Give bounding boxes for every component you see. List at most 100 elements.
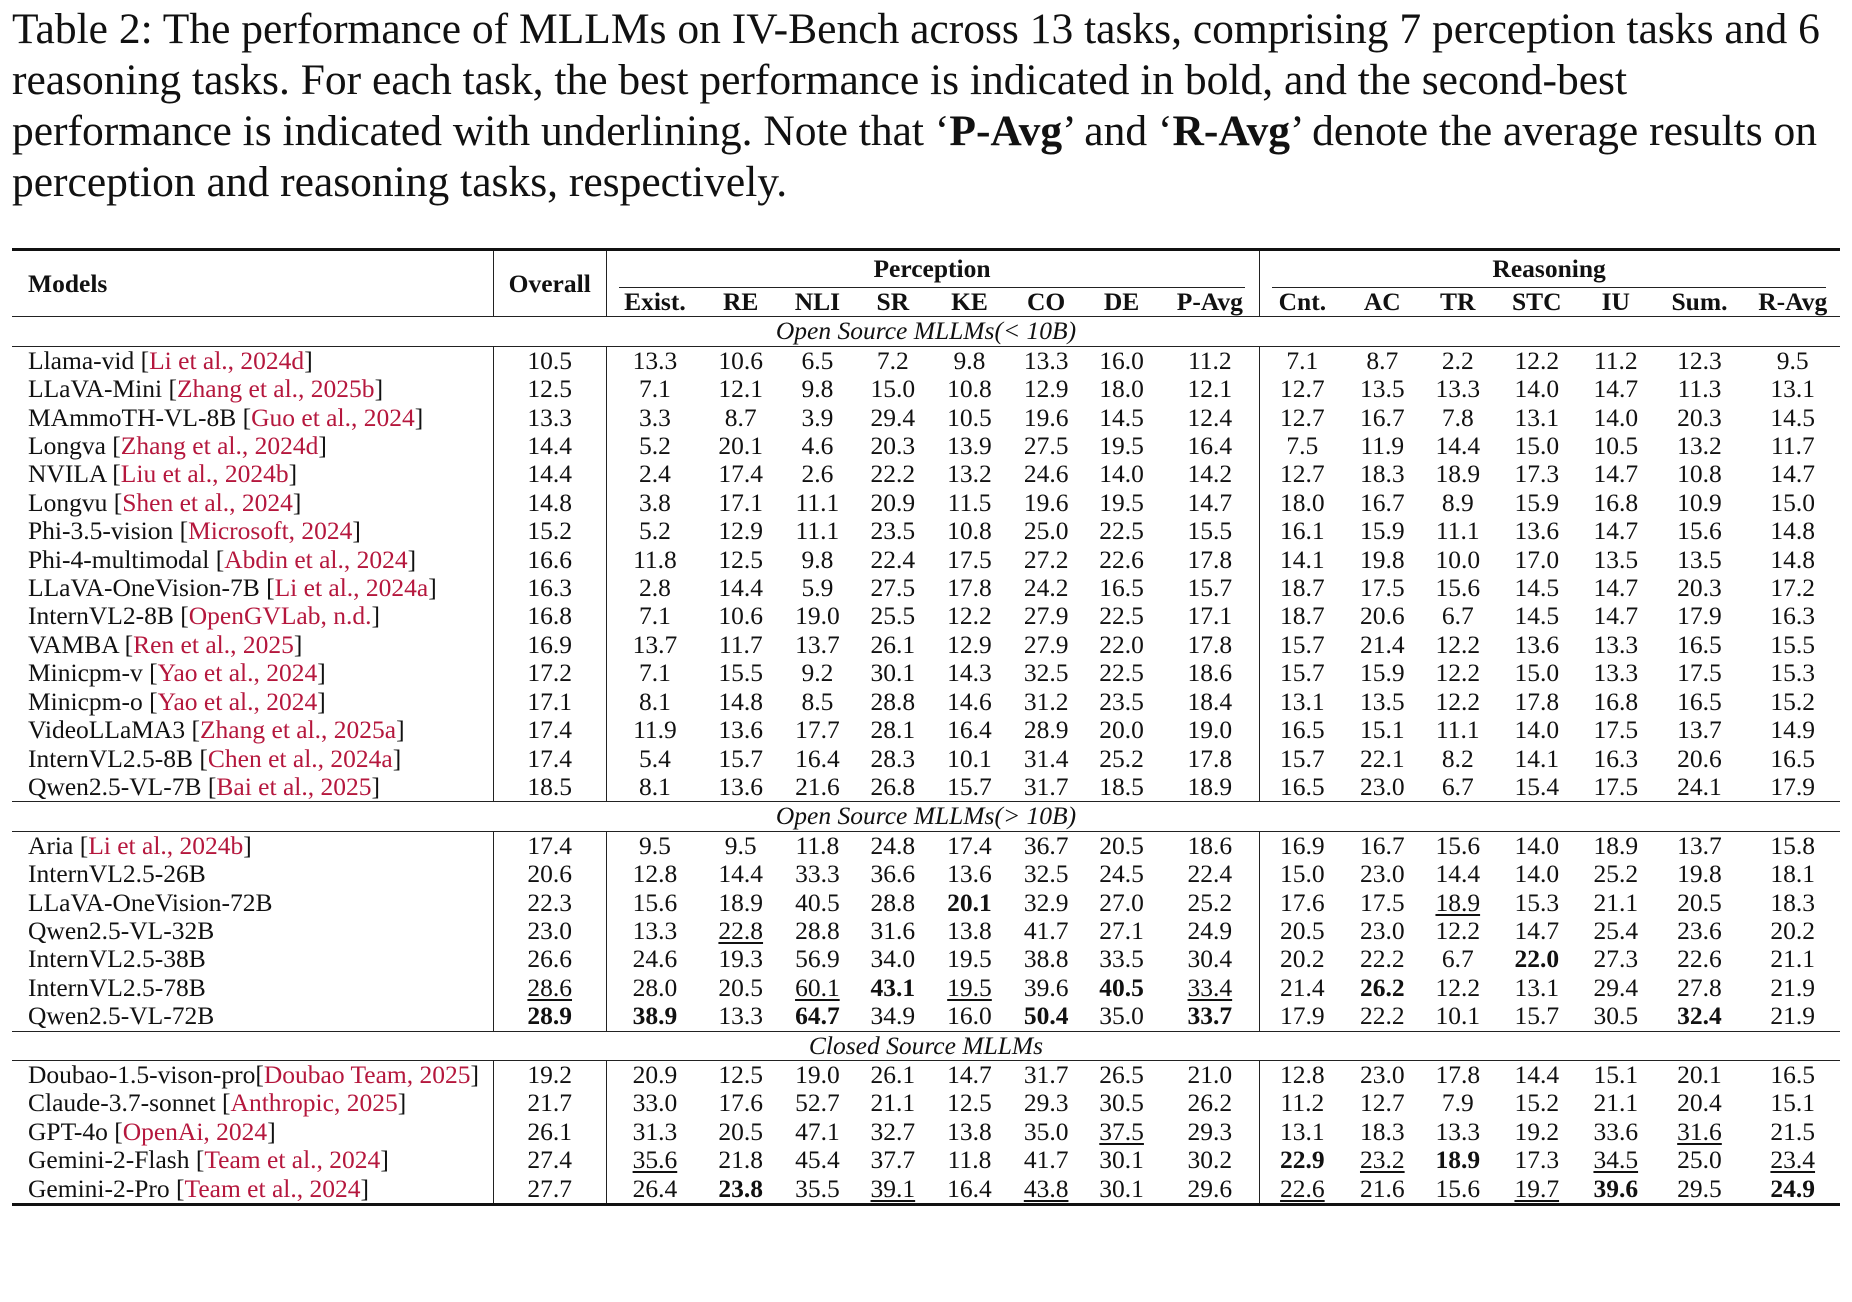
score-value: 27.0	[1099, 887, 1144, 917]
score-value: 14.7	[1770, 459, 1816, 489]
score-value: 13.3	[1593, 629, 1639, 659]
citation-link[interactable]: Li et al., 2024d	[149, 345, 305, 375]
table-row: Qwen2.5-VL-72B 28.9 38.9 13.3 64.7 34.9 16.0 50…	[12, 1001, 1840, 1032]
model-name-cell: InternVL2.5-78B	[12, 973, 493, 1002]
score-value: 12.2	[947, 601, 992, 631]
score-value: 27.2	[1023, 544, 1069, 574]
score-value: 20.3	[870, 431, 916, 461]
citation-link[interactable]: Li et al., 2024b	[88, 830, 244, 860]
score-value: 15.0	[1514, 431, 1560, 461]
score-value: 15.6	[1435, 1173, 1481, 1203]
citation-link[interactable]: Microsoft, 2024	[188, 516, 353, 546]
score-value: 15.3	[1770, 658, 1816, 688]
score-value: 16.5	[1280, 771, 1325, 801]
model-name-cell: Claude-3.7-sonnet [Anthropic, 2025]	[28, 1088, 407, 1118]
score-value: 14.8	[1770, 516, 1816, 546]
model-name: MAmmoTH-VL-8B	[28, 402, 243, 432]
citation-link[interactable]: Liu et al., 2024b	[120, 459, 289, 489]
score-value: 22.6	[1099, 544, 1144, 574]
score-value: 7.1	[638, 658, 671, 688]
score-value: 21.1	[870, 1088, 916, 1118]
score-value: 14.4	[1435, 859, 1481, 889]
overall-value: 17.4	[527, 830, 573, 860]
citation-link[interactable]: Guo et al., 2024	[251, 402, 415, 432]
citation-link[interactable]: Zhang et al., 2025b	[176, 374, 375, 404]
score-value: 17.1	[1187, 601, 1233, 631]
score-value: 33.6	[1593, 1116, 1639, 1146]
table-body: Open Source MLLMs(< 10B) Llama-vid [Li et…	[12, 316, 1840, 1206]
overall-value: 17.4	[527, 743, 573, 773]
score-value: 14.1	[1280, 544, 1325, 574]
score-value: 31.3	[632, 1116, 678, 1146]
citation-link[interactable]: Abdin et al., 2024	[224, 544, 408, 574]
score-value: 26.5	[1099, 1059, 1144, 1089]
score-value: 10.0	[1435, 544, 1481, 574]
score-value: 28.0	[632, 972, 678, 1002]
score-value: 13.1	[1514, 402, 1560, 432]
citation-link[interactable]: Shen et al., 2024	[122, 487, 293, 517]
citation-link[interactable]: OpenAi, 2024	[122, 1116, 268, 1146]
citation-link[interactable]: OpenGVLab, n.d.	[188, 601, 372, 631]
table-row: LLaVA-Mini [Zhang et al., 2025b] 12.5 7.1 1…	[12, 374, 1840, 404]
citation-link[interactable]: Zhang et al., 2024d	[120, 431, 319, 461]
score-value: 56.9	[795, 944, 840, 974]
table-row: Minicpm-o [Yao et al., 2024] 17.1 8.1 14.8 8…	[12, 686, 1840, 717]
citation-link[interactable]: Anthropic, 2025	[230, 1088, 398, 1118]
column-header-sr: SR	[876, 287, 910, 316]
model-name-cell: Qwen2.5-VL-72B	[12, 1001, 493, 1031]
score-value: 34.5	[1593, 1145, 1639, 1175]
score-value: 24.9	[1187, 915, 1233, 945]
score-value: 12.7	[1280, 402, 1325, 432]
score-value: 18.3	[1359, 459, 1405, 489]
score-value: 16.0	[1099, 345, 1144, 375]
table-row: Longvu [Shen et al., 2024] 14.8 3.8 17.1 11.…	[12, 487, 1840, 518]
column-header-nli: NLI	[794, 287, 841, 316]
caption-text-2: ’ and ‘	[1062, 107, 1173, 155]
score-value: 7.1	[638, 601, 671, 631]
citation-link[interactable]: Team et al., 2024	[184, 1173, 361, 1203]
score-value: 24.9	[1770, 1173, 1816, 1203]
citation-link[interactable]: Zhang et al., 2025a	[199, 715, 397, 745]
citation-link[interactable]: Ren et al., 2025	[133, 629, 294, 659]
score-value: 12.2	[1435, 658, 1481, 688]
score-value: 15.7	[1187, 573, 1233, 603]
score-value: 13.7	[795, 629, 840, 659]
citation-link[interactable]: Team et al., 2024	[204, 1145, 381, 1175]
citation-link[interactable]: Yao et al., 2024	[157, 658, 318, 688]
score-value: 17.1	[718, 487, 764, 517]
score-value: 35.0	[1099, 1001, 1144, 1031]
score-value: 14.4	[1514, 1059, 1560, 1089]
model-name: LLaVA-OneVision-72B	[28, 887, 273, 917]
model-name-cell: MAmmoTH-VL-8B [Guo et al., 2024]	[28, 402, 424, 432]
citation-link[interactable]: Yao et al., 2024	[157, 686, 318, 716]
citation-link[interactable]: Chen et al., 2024a	[207, 743, 393, 773]
citation-link[interactable]: Bai et al., 2025	[216, 771, 372, 801]
score-value: 18.9	[1435, 887, 1481, 917]
score-value: 30.5	[1099, 1088, 1144, 1118]
citation-link[interactable]: Doubao Team, 2025	[263, 1059, 471, 1089]
score-value: 14.8	[1770, 544, 1816, 574]
score-value: 22.4	[1187, 859, 1233, 889]
score-value: 11.7	[718, 629, 763, 659]
score-value: 17.3	[1514, 1145, 1560, 1175]
score-value: 22.6	[1677, 944, 1722, 974]
score-value: 16.3	[1770, 601, 1816, 631]
score-value: 4.6	[801, 431, 834, 461]
model-name-cell: Llama-vid [Li et al., 2024d]	[28, 345, 313, 375]
score-value: 21.4	[1280, 972, 1325, 1002]
score-value: 9.2	[801, 658, 834, 688]
score-value: 9.5	[638, 830, 671, 860]
citation-link[interactable]: Li et al., 2024a	[274, 573, 429, 603]
column-header-iu: IU	[1601, 287, 1630, 316]
model-name-cell: LLaVA-OneVision-7B [Li et al., 2024a]	[28, 573, 437, 603]
score-value: 31.6	[1677, 1116, 1722, 1146]
score-value: 32.5	[1023, 859, 1069, 889]
score-value: 30.2	[1187, 1145, 1233, 1175]
score-value: 13.1	[1514, 972, 1560, 1002]
score-value: 18.9	[1435, 1145, 1481, 1175]
score-value: 5.4	[638, 743, 671, 773]
score-value: 18.7	[1280, 601, 1325, 631]
score-value: 37.5	[1099, 1116, 1144, 1146]
score-value: 15.6	[1435, 573, 1481, 603]
score-value: 17.3	[1514, 459, 1560, 489]
